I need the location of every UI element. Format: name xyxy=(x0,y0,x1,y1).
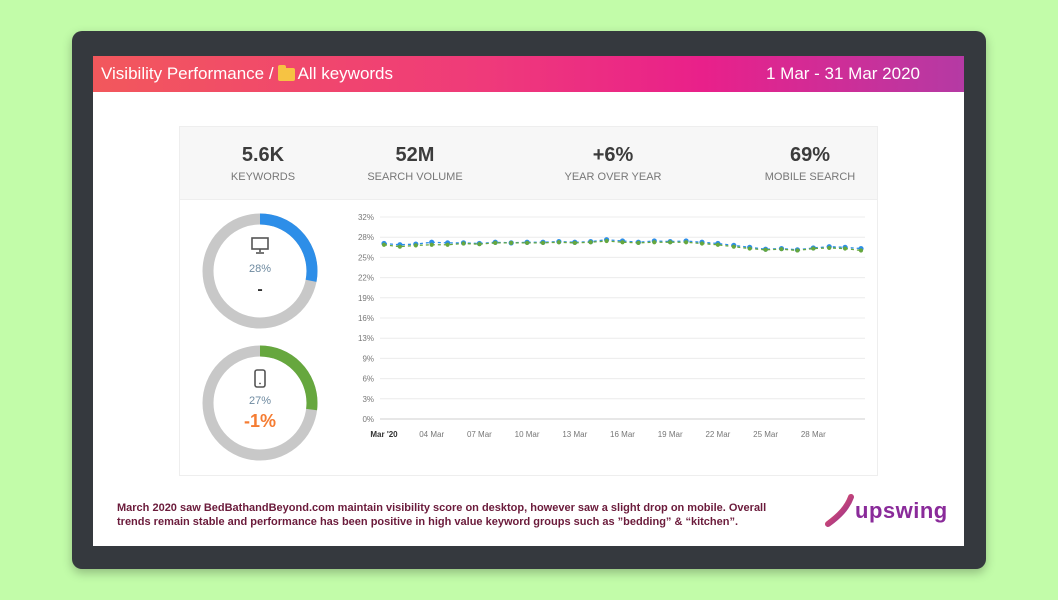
data-point xyxy=(747,246,752,251)
visibility-panel: 5.6K KEYWORDS 52M SEARCH VOLUME +6% YEAR… xyxy=(179,126,878,476)
data-point xyxy=(461,241,466,246)
data-point xyxy=(620,240,625,245)
visibility-line-chart: 0% 3% 6% 9% 13% 16% 19% 22% 25% 28% 32% Mar '20 04 M… xyxy=(358,213,865,439)
data-point xyxy=(572,240,577,245)
title-text: Visibility Performance / xyxy=(101,64,274,83)
mobile-percent: 27% xyxy=(248,395,272,407)
data-point xyxy=(715,242,720,247)
data-point xyxy=(858,248,864,253)
desktop-icon xyxy=(251,237,269,254)
y-tick-label: 9% xyxy=(362,354,374,363)
x-tick-label: 04 Mar xyxy=(419,430,444,439)
y-tick-label: 3% xyxy=(362,395,374,404)
data-point xyxy=(827,245,832,251)
upswing-logo-mark xyxy=(825,494,854,527)
x-tick-label: 07 Mar xyxy=(467,430,492,439)
data-point xyxy=(668,240,673,245)
upswing-logo-text: upswing xyxy=(855,498,948,523)
data-point xyxy=(636,240,641,245)
x-tick-label: 19 Mar xyxy=(658,430,683,439)
data-point xyxy=(604,238,609,244)
folder-icon xyxy=(277,65,295,81)
stat-value: 5.6K xyxy=(241,144,285,166)
report-title: Visibility Performance / All keywords xyxy=(101,63,393,85)
data-point xyxy=(509,240,514,245)
y-tick-label: 28% xyxy=(358,233,374,242)
data-point xyxy=(763,247,768,252)
mobile-donut: 27% -1% xyxy=(200,343,320,463)
stat-value: +6% xyxy=(592,144,634,166)
stat-label: KEYWORDS xyxy=(230,171,296,183)
y-tick-label: 13% xyxy=(358,334,374,343)
y-tick-label: 16% xyxy=(358,314,374,323)
stat-value: 69% xyxy=(789,144,831,166)
data-point xyxy=(684,240,689,245)
x-tick-label: 22 Mar xyxy=(705,430,730,439)
summary-line-1: March 2020 saw BedBathandBeyond.com main… xyxy=(117,502,767,514)
data-point xyxy=(811,246,816,251)
y-tick-label: 19% xyxy=(358,294,374,303)
report-screen: Visibility Performance / All keywords 1 M… xyxy=(93,56,964,546)
report-header: Visibility Performance / All keywords 1 M… xyxy=(93,56,964,92)
mobile-change: -1% xyxy=(243,411,276,431)
data-point xyxy=(779,247,784,252)
data-point xyxy=(445,242,450,247)
mobile-icon xyxy=(254,369,266,388)
stats-bar: 5.6K KEYWORDS 52M SEARCH VOLUME +6% YEAR… xyxy=(180,127,877,200)
desktop-donut-ring xyxy=(202,213,318,329)
x-tick-label: 16 Mar xyxy=(610,430,635,439)
stat-label: MOBILE SEARCH xyxy=(764,171,856,183)
y-tick-label: 32% xyxy=(358,213,374,222)
y-tick-label: 0% xyxy=(362,415,374,424)
stat-year-over-year: +6% YEAR OVER YEAR xyxy=(528,143,698,183)
data-point xyxy=(429,242,434,247)
desktop-share-arc xyxy=(202,213,318,329)
x-tick-label: 28 Mar xyxy=(801,430,826,439)
data-point xyxy=(652,240,657,245)
data-point xyxy=(795,248,800,253)
data-point xyxy=(493,240,498,245)
x-tick-label: 25 Mar xyxy=(753,430,778,439)
x-tick-label: 13 Mar xyxy=(562,430,587,439)
stat-value: 52M xyxy=(395,144,435,166)
y-tick-label: 22% xyxy=(358,274,374,283)
stat-mobile-search: 69% MOBILE SEARCH xyxy=(725,143,895,183)
date-range: 1 Mar - 31 Mar 2020 xyxy=(765,64,920,83)
data-point xyxy=(588,240,593,245)
data-point xyxy=(699,241,705,246)
stat-label: YEAR OVER YEAR xyxy=(564,171,662,183)
stat-keywords: 5.6K KEYWORDS xyxy=(178,143,348,183)
x-tick-label: Mar '20 xyxy=(370,430,398,439)
data-point xyxy=(843,246,848,251)
data-point xyxy=(477,242,482,247)
summary-text: March 2020 saw BedBathandBeyond.com main… xyxy=(117,501,797,529)
summary-line-2: trends remain stable and performance has… xyxy=(117,516,739,528)
x-tick-label: 10 Mar xyxy=(515,430,540,439)
data-point xyxy=(556,240,561,245)
data-point xyxy=(525,240,530,245)
desktop-donut: 28% - xyxy=(200,211,320,331)
y-tick-label: 25% xyxy=(358,253,374,262)
data-point xyxy=(381,242,387,247)
stat-label: SEARCH VOLUME xyxy=(367,171,463,183)
upswing-logo: upswing xyxy=(825,494,955,530)
data-point xyxy=(413,243,418,248)
stat-search-volume: 52M SEARCH VOLUME xyxy=(330,143,500,183)
mobile-share-arc xyxy=(202,345,318,461)
data-point xyxy=(731,244,736,249)
y-tick-label: 6% xyxy=(362,375,374,384)
desktop-percent: 28% xyxy=(248,263,272,275)
data-point xyxy=(397,244,402,249)
folder-label: All keywords xyxy=(297,64,394,83)
desktop-change: - xyxy=(257,281,263,298)
data-point xyxy=(540,240,546,245)
mobile-donut-ring xyxy=(202,345,318,461)
